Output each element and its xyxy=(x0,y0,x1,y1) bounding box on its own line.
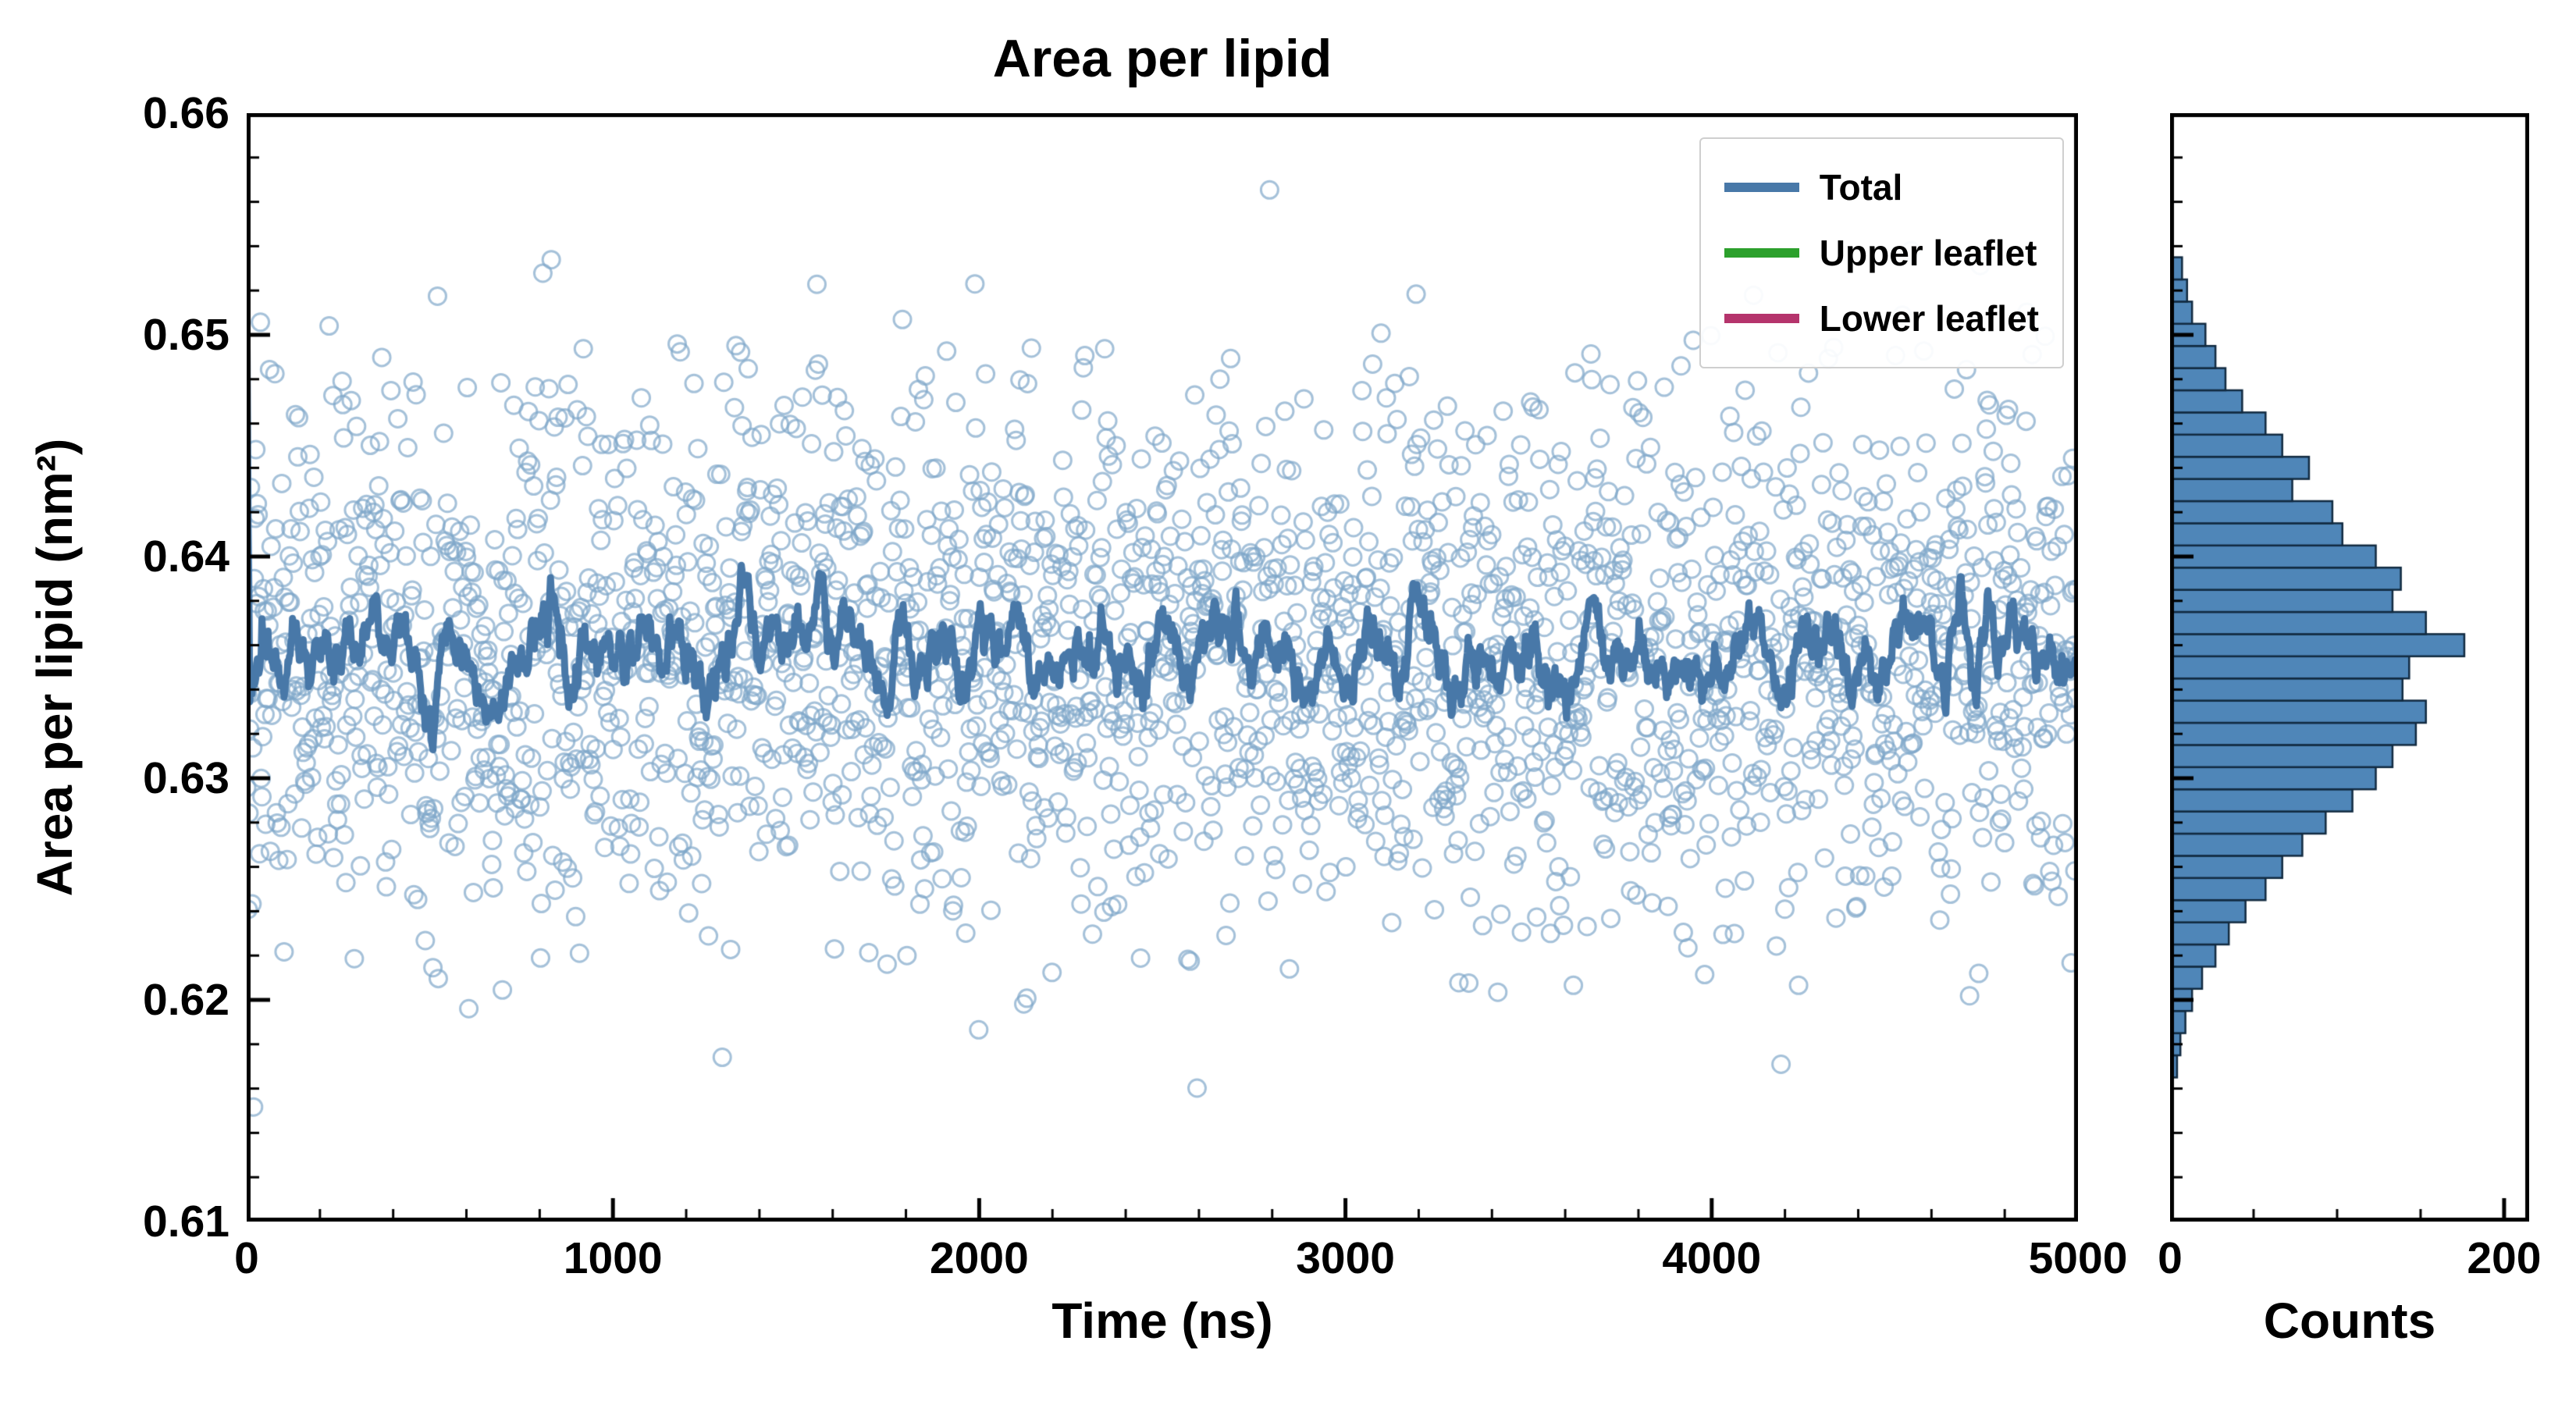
legend-swatch-total xyxy=(1724,183,1799,192)
x-tick-label: 0 xyxy=(234,1233,259,1283)
x-axis-label: Time (ns) xyxy=(1051,1293,1273,1349)
x-tick-label: 3000 xyxy=(1296,1233,1395,1283)
hist-x-axis-label: Counts xyxy=(2263,1293,2436,1349)
y-tick-label: 0.65 xyxy=(143,310,229,360)
legend-label-total: Total xyxy=(1819,167,1903,208)
legend-label-upper-leaflet: Upper leaflet xyxy=(1819,233,2037,273)
hist-x-tick-label: 0 xyxy=(2158,1233,2183,1283)
y-tick-label: 0.63 xyxy=(143,753,229,803)
x-tick-label: 2000 xyxy=(929,1233,1029,1283)
x-tick-label: 4000 xyxy=(1662,1233,1762,1283)
x-tick-label: 5000 xyxy=(2028,1233,2128,1283)
legend-entry-upper-leaflet: Upper leaflet xyxy=(1724,220,2039,286)
y-tick-label: 0.64 xyxy=(143,532,229,582)
x-tick-label: 1000 xyxy=(563,1233,663,1283)
y-axis-label: Area per lipid (nm²) xyxy=(27,438,83,897)
y-tick-label: 0.62 xyxy=(143,975,229,1025)
y-tick-label: 0.61 xyxy=(143,1197,229,1247)
chart-title: Area per lipid xyxy=(992,29,1332,88)
y-tick-label: 0.66 xyxy=(143,88,229,138)
legend-entry-lower-leaflet: Lower leaflet xyxy=(1724,286,2039,351)
legend: Total Upper leaflet Lower leaflet xyxy=(1699,137,2064,368)
legend-swatch-upper-leaflet xyxy=(1724,248,1799,258)
hist-x-tick-label: 200 xyxy=(2467,1233,2542,1283)
histogram-canvas xyxy=(2170,113,2529,1222)
legend-swatch-lower-leaflet xyxy=(1724,314,1799,323)
legend-label-lower-leaflet: Lower leaflet xyxy=(1819,298,2039,339)
legend-entry-total: Total xyxy=(1724,155,2039,220)
